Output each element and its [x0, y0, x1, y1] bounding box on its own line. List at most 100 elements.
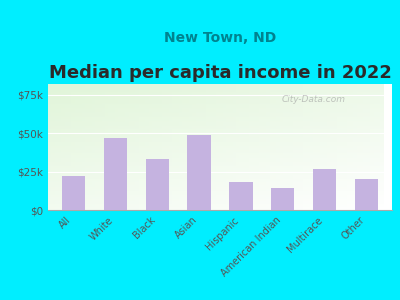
Bar [48, 121, 384, 122]
Bar [48, 84, 51, 210]
Bar [62, 176, 85, 210]
Bar [48, 126, 384, 127]
Bar [48, 165, 384, 166]
Bar [48, 186, 384, 187]
Bar [270, 84, 273, 210]
Bar [162, 84, 166, 210]
Bar [48, 157, 384, 158]
Bar [206, 84, 209, 210]
Bar [370, 84, 374, 210]
Bar [355, 179, 378, 210]
Bar [48, 187, 384, 189]
Bar [377, 84, 380, 210]
Bar [48, 208, 384, 209]
Bar [65, 84, 68, 210]
Bar [48, 199, 384, 200]
Bar [199, 84, 202, 210]
Bar [88, 84, 92, 210]
Bar [48, 197, 384, 199]
Bar [48, 130, 384, 132]
Bar [62, 84, 65, 210]
Bar [350, 84, 354, 210]
Bar [48, 112, 384, 113]
Bar [273, 84, 276, 210]
Bar [48, 194, 384, 195]
Bar [48, 175, 384, 176]
Bar [48, 168, 384, 170]
Bar [72, 84, 75, 210]
Bar [48, 86, 384, 88]
Bar [82, 84, 85, 210]
Bar [232, 84, 236, 210]
Bar [266, 84, 270, 210]
Bar [48, 89, 384, 90]
Bar [48, 184, 384, 185]
Bar [186, 84, 189, 210]
Bar [48, 182, 384, 184]
Bar [48, 100, 384, 102]
Bar [48, 88, 384, 89]
Bar [48, 196, 384, 197]
Bar [48, 167, 384, 168]
Bar [85, 84, 88, 210]
Bar [48, 145, 384, 146]
Bar [48, 166, 384, 167]
Bar [48, 192, 384, 194]
Bar [48, 103, 384, 104]
Bar [48, 99, 384, 100]
Bar [48, 141, 384, 142]
Bar [48, 143, 384, 145]
Bar [98, 84, 102, 210]
Bar [176, 84, 179, 210]
Bar [48, 108, 384, 109]
Bar [48, 137, 384, 138]
Bar [48, 158, 384, 160]
Bar [169, 84, 172, 210]
Bar [159, 84, 162, 210]
Bar [78, 84, 82, 210]
Bar [48, 152, 384, 153]
Bar [48, 93, 384, 94]
Bar [51, 84, 55, 210]
Bar [48, 94, 384, 95]
Bar [152, 84, 155, 210]
Bar [246, 84, 249, 210]
Bar [216, 84, 219, 210]
Bar [196, 84, 199, 210]
Bar [337, 84, 340, 210]
Bar [48, 92, 384, 93]
Bar [145, 84, 149, 210]
Bar [122, 84, 125, 210]
Bar [48, 180, 384, 181]
Bar [283, 84, 286, 210]
Bar [48, 156, 384, 157]
Bar [260, 84, 263, 210]
Bar [48, 123, 384, 124]
Bar [48, 205, 384, 206]
Bar [360, 84, 364, 210]
Bar [48, 164, 384, 165]
Bar [364, 84, 367, 210]
Bar [48, 122, 384, 123]
Bar [48, 98, 384, 99]
Bar [192, 84, 196, 210]
Bar [48, 154, 384, 156]
Title: Median per capita income in 2022: Median per capita income in 2022 [48, 64, 392, 82]
Bar [343, 84, 347, 210]
Bar [48, 104, 384, 105]
Bar [48, 85, 384, 86]
Bar [48, 160, 384, 161]
Bar [48, 127, 384, 128]
Bar [132, 84, 135, 210]
Bar [48, 201, 384, 202]
Bar [48, 95, 384, 97]
Bar [276, 84, 280, 210]
Bar [323, 84, 326, 210]
Bar [118, 84, 122, 210]
Bar [48, 142, 384, 143]
Bar [313, 84, 316, 210]
Bar [48, 140, 384, 141]
Bar [48, 161, 384, 162]
Bar [243, 84, 246, 210]
Bar [149, 84, 152, 210]
